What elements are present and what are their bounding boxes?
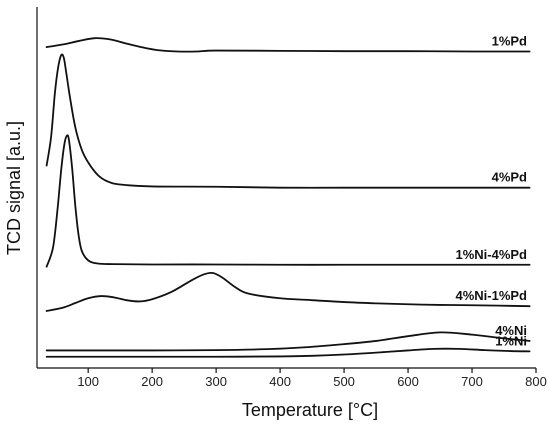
x-tick-label: 600 xyxy=(397,374,419,389)
axes xyxy=(36,7,536,369)
series-label: 1%Ni-4%Pd xyxy=(455,247,527,262)
series-label: 4%Ni xyxy=(495,323,527,338)
series-label: 1%Pd xyxy=(492,34,527,49)
x-tick-label: 100 xyxy=(77,374,99,389)
series-label: 4%Pd xyxy=(492,170,527,185)
y-axis-title: TCD signal [a.u.] xyxy=(4,121,24,255)
series-labels: 1%Pd 4%Pd 1%Ni-4%Pd 4%Ni-1%Pd 4%Ni1%Ni xyxy=(455,34,527,349)
series-label: 4%Ni-1%Pd xyxy=(455,288,527,303)
x-tick-label: 700 xyxy=(461,374,483,389)
x-tick-label: 200 xyxy=(141,374,163,389)
series-line xyxy=(45,347,531,358)
x-tick-label: 400 xyxy=(269,374,291,389)
series-line xyxy=(45,134,531,268)
x-tick-label: 800 xyxy=(525,374,547,389)
x-tick-label: 500 xyxy=(333,374,355,389)
series-line xyxy=(45,331,531,352)
x-tick-label: 300 xyxy=(205,374,227,389)
series-line xyxy=(45,53,531,189)
series-line xyxy=(45,271,531,312)
series-lines xyxy=(45,37,531,358)
x-ticks: 100 200 300 400 500 600 700 800 xyxy=(77,368,547,389)
x-axis-title: Temperature [°C] xyxy=(242,400,378,420)
series-line xyxy=(45,37,531,53)
series-label: 1%Ni xyxy=(495,333,527,348)
